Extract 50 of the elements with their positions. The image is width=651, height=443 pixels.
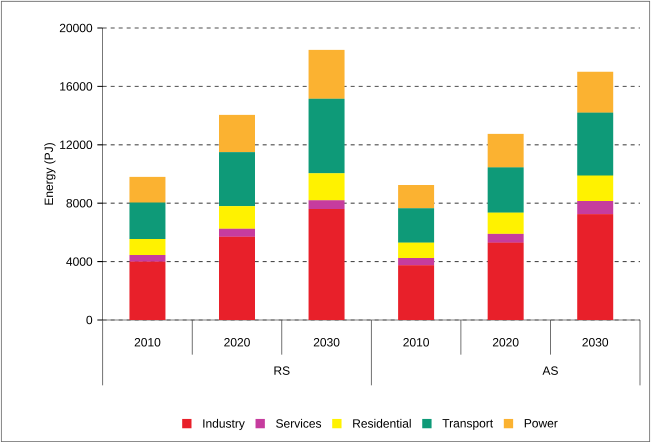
bar <box>577 112 614 176</box>
legend-label: Services <box>276 418 322 428</box>
bar <box>219 236 255 320</box>
bar <box>219 206 255 229</box>
text: AS <box>542 366 558 375</box>
y-tick-label: 0 <box>86 316 92 324</box>
x-tick-label: 2030 <box>314 338 340 347</box>
bar <box>488 167 524 213</box>
x-tick-label: 2020 <box>224 338 250 347</box>
bar <box>398 208 434 243</box>
bar <box>129 255 166 262</box>
bar <box>398 265 434 320</box>
bar <box>308 209 345 320</box>
y-axis-title: Energy (PJ) <box>44 143 56 205</box>
bar <box>129 202 166 239</box>
bar <box>129 176 166 202</box>
bar <box>219 228 255 237</box>
bar <box>577 72 614 113</box>
bar <box>488 242 524 320</box>
bar <box>577 175 614 202</box>
legend-label: Industry <box>203 418 245 430</box>
bar <box>398 242 434 258</box>
x-tick-label: 2020 <box>492 338 519 347</box>
bar <box>488 234 524 243</box>
bar <box>308 50 345 99</box>
y-tick-label: 8000 <box>66 198 92 208</box>
bar <box>308 200 345 210</box>
x-tick-label: 2030 <box>582 338 608 347</box>
bar <box>488 134 524 168</box>
bar <box>219 114 255 152</box>
bar <box>577 201 614 214</box>
y-tick-label: 20000 <box>60 24 92 32</box>
legend-label: Transport <box>442 419 494 430</box>
bar <box>129 238 166 256</box>
bar <box>308 173 345 200</box>
y-tick-label: 12000 <box>60 140 92 150</box>
legend-label: Power <box>524 419 558 428</box>
bar <box>129 262 166 320</box>
x-tick-label: 2010 <box>134 338 160 347</box>
x-tick-label: 2010 <box>403 338 429 347</box>
bar <box>398 258 434 266</box>
y-tick-label: 4000 <box>66 257 92 266</box>
bar <box>219 152 255 206</box>
bar <box>577 214 614 320</box>
bar <box>398 184 434 208</box>
y-tick-label: 16000 <box>60 82 92 91</box>
bar <box>308 98 345 174</box>
legend-label: Residential <box>353 418 411 428</box>
bar <box>488 212 524 234</box>
text: RS <box>274 366 290 375</box>
